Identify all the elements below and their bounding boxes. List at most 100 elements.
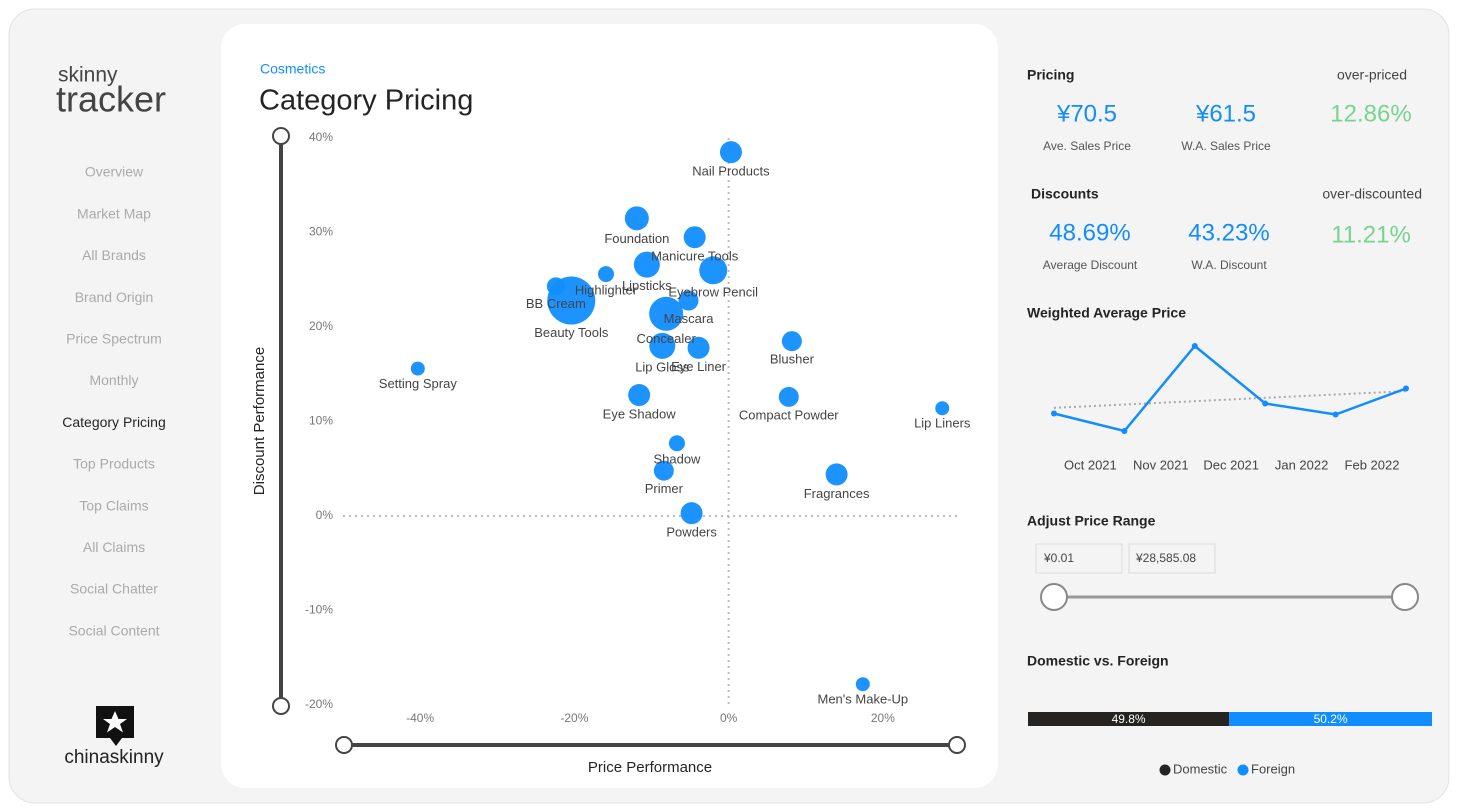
brand-line2: tracker <box>56 79 166 120</box>
bubble[interactable] <box>683 226 706 249</box>
kpi-value: ¥70.5 <box>1056 100 1117 127</box>
bar-segment <box>1229 712 1432 726</box>
bubble-label: Highlighter <box>575 283 638 298</box>
bubble-label: Lip Liners <box>914 416 971 431</box>
brand-footer: chinaskinny <box>64 747 164 768</box>
nav-item[interactable]: Category Pricing <box>62 414 166 430</box>
x-tick-label: Nov 2021 <box>1133 457 1189 472</box>
nav-item[interactable]: Brand Origin <box>75 289 154 305</box>
y-tick-label: 0% <box>316 508 334 522</box>
line <box>1053 344 1407 433</box>
bubble[interactable] <box>825 463 848 486</box>
bubble-label: Eye Liner <box>671 359 727 374</box>
bubble-label: Primer <box>645 481 684 496</box>
legend-label: Foreign <box>1251 761 1295 776</box>
kpi-value: ¥61.5 <box>1195 100 1256 127</box>
bubble-label: Shadow <box>653 452 701 467</box>
kpi-label: W.A. Sales Price <box>1181 139 1271 153</box>
bubble[interactable] <box>855 677 870 692</box>
y-tick-label: 20% <box>309 319 333 333</box>
nav-item[interactable]: Price Spectrum <box>66 331 162 347</box>
nav-item[interactable]: All Brands <box>82 247 146 263</box>
y-tick-label: 10% <box>309 414 333 428</box>
nav-item[interactable]: Social Chatter <box>70 581 158 597</box>
bubble[interactable] <box>687 336 710 359</box>
price-input[interactable] <box>1128 543 1216 574</box>
bubble[interactable] <box>653 460 674 481</box>
bubble-label: Concealer <box>637 331 697 346</box>
kpi-value: 48.69% <box>1049 219 1130 246</box>
price-slider[interactable] <box>1040 583 1419 611</box>
line-point <box>1403 385 1409 392</box>
bubble-label: Manicure Tools <box>651 249 739 264</box>
line-point <box>1332 411 1339 418</box>
line-point <box>1262 400 1269 407</box>
bubble[interactable] <box>597 266 614 283</box>
bubble[interactable] <box>633 251 660 278</box>
bubble[interactable] <box>628 384 651 407</box>
chart-title: Domestic vs. Foreign <box>1027 653 1169 669</box>
bubble-label: Powders <box>666 525 717 540</box>
bar-value-label: 49.8% <box>1112 712 1146 726</box>
bubble[interactable] <box>778 386 799 407</box>
x-tick-label: Oct 2021 <box>1064 457 1117 472</box>
kpi-delta: 11.21% <box>1331 221 1411 248</box>
bar-segment <box>1028 712 1230 726</box>
price-min: ¥0.01 <box>1043 551 1074 565</box>
bubble[interactable] <box>719 141 742 164</box>
bubble[interactable] <box>680 502 703 525</box>
kpi-label: Ave. Sales Price <box>1043 139 1131 153</box>
nav-item[interactable]: All Claims <box>83 539 145 555</box>
y-tick-label: 30% <box>309 225 333 239</box>
bubble[interactable] <box>781 331 802 352</box>
x-axis-label: Price Performance <box>588 759 712 776</box>
bubble[interactable] <box>547 276 596 325</box>
legend-swatch <box>1237 764 1249 776</box>
price-max: ¥28,585.08 <box>1135 551 1196 565</box>
x-tick-label: 20% <box>871 711 895 725</box>
line-point <box>1191 343 1198 349</box>
nav-item[interactable]: Market Map <box>77 205 151 221</box>
y-slider[interactable] <box>272 127 290 715</box>
bubble[interactable] <box>649 332 676 359</box>
bubble[interactable] <box>668 435 685 452</box>
bubble[interactable] <box>410 361 425 376</box>
bubble[interactable] <box>699 256 728 285</box>
bubble-label: Lip Gloss <box>635 359 690 374</box>
y-tick-label: -10% <box>305 603 333 617</box>
chart-title: Weighted Average Price <box>1027 305 1186 321</box>
bubble-label: Mascara <box>664 311 715 326</box>
x-tick-label: -40% <box>406 711 434 725</box>
nav-item[interactable]: Top Claims <box>79 497 148 513</box>
bubble-label: Blusher <box>770 352 815 367</box>
x-tick-label: -20% <box>560 711 588 725</box>
line-point <box>1121 428 1128 434</box>
legend-swatch <box>1159 764 1171 776</box>
bar-value-label: 50.2% <box>1314 712 1348 726</box>
nav-item[interactable]: Overview <box>85 164 144 180</box>
nav-item[interactable]: Monthly <box>89 372 138 388</box>
brand-line1: skinny <box>58 64 118 87</box>
nav-item[interactable]: Social Content <box>68 622 159 638</box>
bubble-label: Foundation <box>604 231 669 246</box>
y-tick-label: 40% <box>309 130 333 144</box>
kpi-delta: 12.86% <box>1330 100 1411 127</box>
y-tick-label: -20% <box>305 697 333 711</box>
bubble-label: BB Cream <box>526 296 586 311</box>
x-slider[interactable] <box>335 736 966 754</box>
kpi-title: Discounts <box>1031 186 1099 202</box>
nav-item[interactable]: Top Products <box>73 456 155 472</box>
x-tick-label: 0% <box>720 711 738 725</box>
line-point <box>1051 410 1057 417</box>
bubble-label: Fragrances <box>804 486 870 501</box>
price-input[interactable] <box>1035 543 1123 574</box>
kpi-value: 43.23% <box>1188 219 1269 246</box>
bubble[interactable] <box>678 290 699 311</box>
y-axis-label: Discount Performance <box>251 347 268 495</box>
bubble[interactable] <box>935 401 950 416</box>
bubble[interactable] <box>624 206 649 231</box>
x-tick-label: Feb 2022 <box>1345 457 1400 472</box>
bubble-label: Eye Shadow <box>603 406 677 421</box>
bubble[interactable] <box>649 296 684 331</box>
